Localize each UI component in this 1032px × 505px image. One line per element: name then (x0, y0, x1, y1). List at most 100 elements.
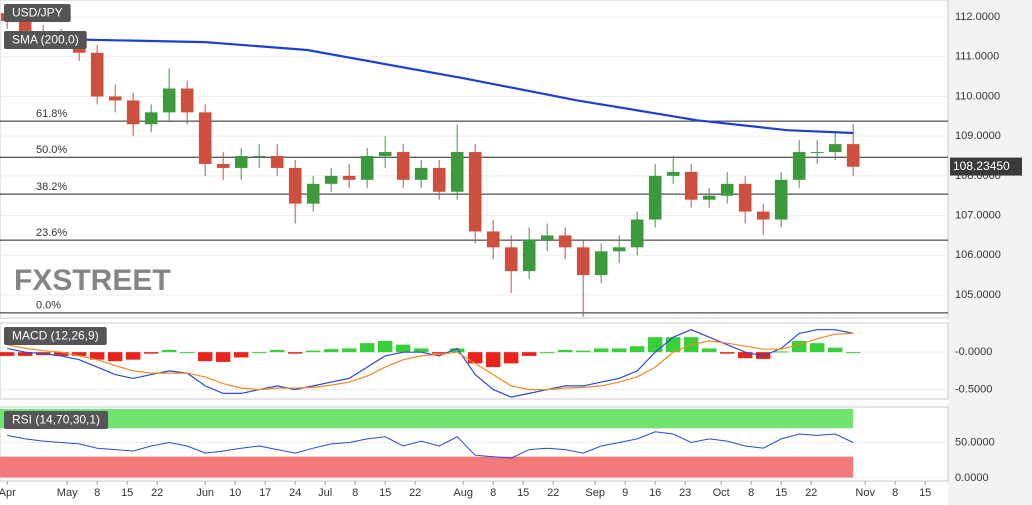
last-price-label: 108.23450 (953, 159, 1010, 173)
histogram-bar (594, 348, 609, 353)
candle-body (576, 247, 590, 276)
indicator-label-bg (4, 31, 87, 49)
histogram-bar (810, 343, 825, 353)
histogram-bar (450, 348, 465, 353)
histogram-bar (360, 343, 375, 353)
fib-label: 38.2% (36, 181, 67, 193)
x-tick-label: 9 (622, 487, 628, 499)
x-tick-label: May (57, 487, 78, 499)
indicator-label: RSI (14,70,30,1) (12, 413, 100, 427)
x-tick-label: Oct (713, 487, 730, 499)
histogram-bar (414, 348, 429, 353)
y-tick-label: 0.0000 (955, 472, 989, 484)
x-tick-label: 10 (229, 487, 241, 499)
y-tick-label: -0.5000 (955, 384, 992, 396)
y-tick-label: 109.0000 (955, 130, 1001, 142)
x-tick-label: Jul (318, 487, 332, 499)
histogram-bar (252, 352, 267, 354)
histogram-bar (612, 348, 627, 353)
last-price-tag (950, 157, 1022, 176)
candle-body (162, 88, 176, 113)
candle-body (234, 156, 248, 168)
histogram-bar (18, 352, 33, 356)
candle-body (216, 163, 230, 168)
histogram-bar (522, 352, 537, 356)
histogram-bar (378, 340, 393, 353)
x-tick-label: 22 (547, 487, 559, 499)
x-tick-label: 23 (679, 487, 691, 499)
y-tick-label: 105.0000 (955, 289, 1001, 301)
x-tick-label: 8 (352, 487, 358, 499)
candle-body (756, 211, 770, 220)
candle-body (792, 152, 806, 180)
histogram-bar (180, 352, 195, 354)
histogram-bar (558, 349, 573, 353)
x-tick-label: Apr (0, 487, 16, 499)
candle-body (288, 167, 302, 204)
y-tick-label: 106.0000 (955, 249, 1001, 261)
x-tick-label: 8 (490, 487, 496, 499)
x-tick-label: 17 (259, 487, 271, 499)
histogram-bar (0, 352, 15, 356)
candle-body (612, 247, 626, 252)
candle-body (738, 183, 752, 212)
candle-body (450, 152, 464, 192)
indicator-label: USD/JPY (12, 6, 63, 20)
histogram-bar (198, 352, 213, 362)
x-tick-label: 8 (94, 487, 100, 499)
fib-label: 0.0% (36, 300, 61, 312)
candle-body (540, 235, 554, 240)
fib-label: 50.0% (36, 144, 67, 156)
histogram-bar (324, 349, 339, 353)
x-tick-label: 15 (379, 487, 391, 499)
histogram-bar (702, 348, 717, 353)
candle-body (270, 156, 284, 168)
candle-body (702, 195, 716, 200)
histogram-bar (774, 351, 789, 353)
y-tick-label: 112.0000 (955, 11, 1000, 23)
histogram-bar (342, 348, 357, 353)
y-tick-label: 50.0000 (955, 436, 995, 448)
candle-body (594, 251, 608, 276)
indicator-label-bg (4, 411, 109, 429)
histogram-bar (216, 352, 231, 362)
candle-body (108, 96, 122, 101)
candle-body (666, 171, 680, 176)
x-tick-label: 8 (892, 487, 898, 499)
histogram-bar (126, 352, 141, 360)
candle-body (90, 52, 104, 97)
histogram-bar (486, 352, 501, 368)
candle-body (126, 100, 140, 125)
x-tick-label: Nov (855, 487, 875, 499)
oversold-zone (0, 456, 854, 478)
candle-body (378, 152, 392, 157)
indicator-label-bg (4, 327, 107, 345)
candle-body (846, 144, 860, 167)
indicator-label: MACD (12,26,9) (12, 329, 99, 343)
indicator-label-bg (4, 4, 71, 22)
candle-body (828, 144, 842, 153)
histogram-bar (540, 352, 555, 354)
candle-body (810, 152, 824, 154)
x-tick-label: 8 (748, 487, 754, 499)
candle-body (774, 179, 788, 220)
y-tick-label: 111.0000 (955, 51, 999, 63)
fib-label: 23.6% (36, 227, 67, 239)
candle-body (180, 88, 194, 113)
indicator-label: SMA (200,0) (12, 33, 79, 47)
candle-body (432, 167, 446, 192)
axis-area (948, 0, 1032, 505)
candle-body (396, 152, 410, 180)
candle-body (414, 167, 428, 180)
histogram-bar (306, 350, 321, 353)
histogram-bar (234, 352, 249, 358)
candle-body (198, 112, 212, 164)
histogram-bar (270, 349, 285, 353)
fib-label: 61.8% (36, 108, 67, 120)
histogram-bar (648, 337, 663, 353)
y-tick-label: -0.0000 (955, 346, 992, 358)
histogram-bar (162, 349, 177, 353)
x-tick-label: 22 (409, 487, 421, 499)
candle-body (18, 21, 32, 33)
